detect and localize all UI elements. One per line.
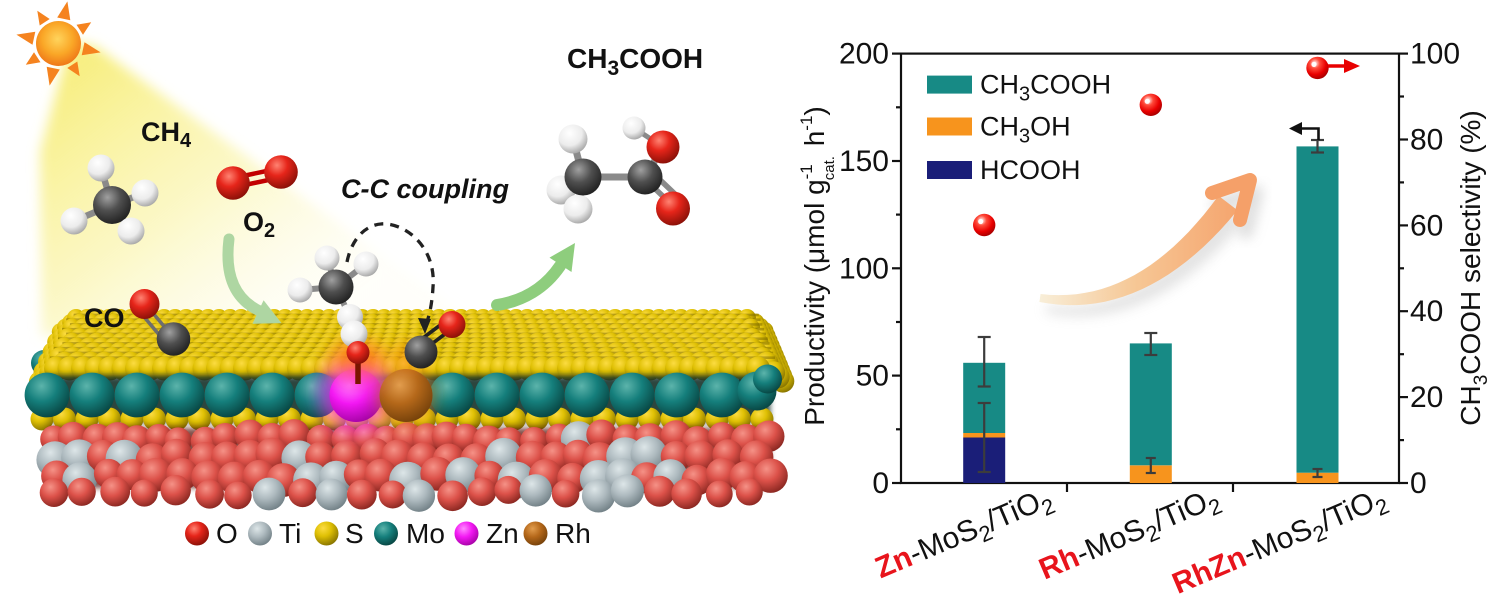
svg-text:20: 20	[1410, 381, 1443, 414]
svg-text:CH3COOH: CH3COOH	[567, 43, 703, 80]
svg-text:CH3COOH: CH3COOH	[980, 70, 1111, 106]
svg-text:Ti: Ti	[279, 518, 301, 549]
svg-text:200: 200	[839, 38, 889, 71]
svg-text:Zn-MoS2/TiO2: Zn-MoS2/TiO2	[870, 481, 1058, 590]
svg-text:CH3OH: CH3OH	[980, 112, 1071, 148]
svg-text:CO: CO	[84, 303, 125, 333]
svg-text:S: S	[345, 518, 364, 549]
svg-text:60: 60	[1410, 209, 1443, 242]
svg-text:50: 50	[856, 360, 889, 393]
svg-text:Rh: Rh	[555, 518, 591, 549]
svg-text:40: 40	[1410, 295, 1443, 328]
svg-text:0: 0	[1410, 467, 1427, 500]
svg-text:C-C coupling: C-C coupling	[341, 174, 509, 204]
svg-text:HCOOH: HCOOH	[980, 155, 1081, 185]
svg-text:80: 80	[1410, 124, 1443, 157]
svg-text:100: 100	[1410, 38, 1460, 71]
svg-text:Mo: Mo	[406, 518, 445, 549]
svg-text:150: 150	[839, 145, 889, 178]
svg-text:0: 0	[872, 467, 889, 500]
svg-text:O: O	[216, 518, 238, 549]
svg-text:100: 100	[839, 252, 889, 285]
svg-text:CH3COOH selectivity (%): CH3COOH selectivity (%)	[1455, 110, 1492, 426]
svg-text:Zn: Zn	[486, 518, 519, 549]
